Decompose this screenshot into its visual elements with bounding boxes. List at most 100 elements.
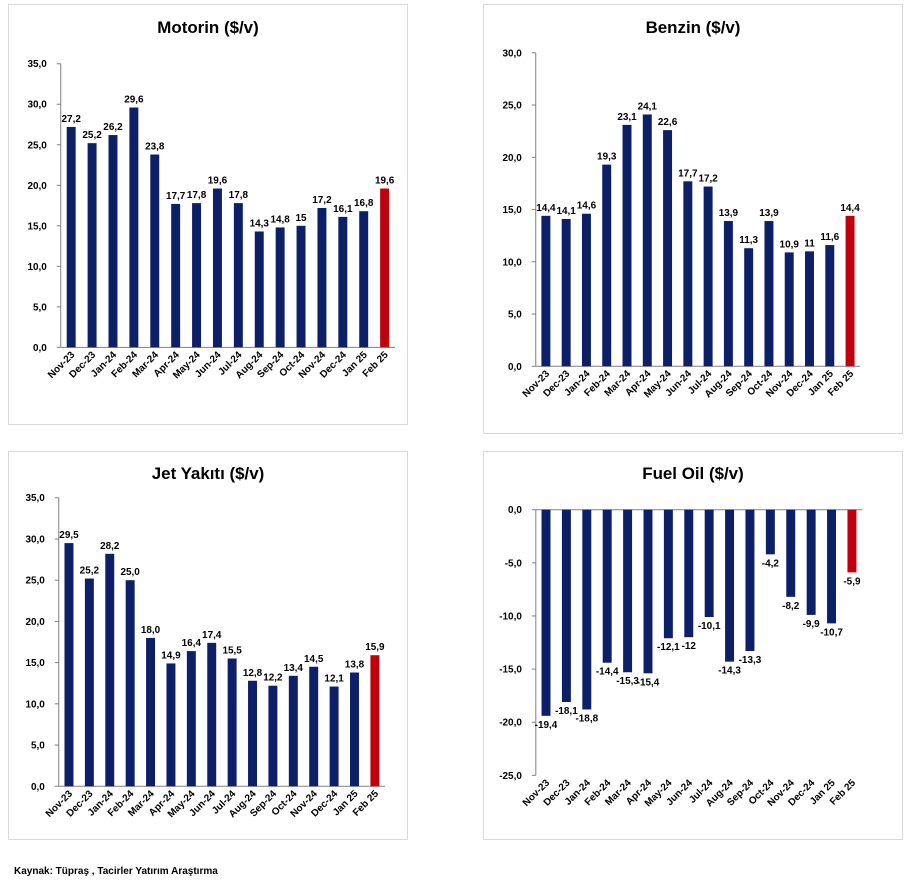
data-label: 29,5 bbox=[59, 530, 79, 541]
data-label: 19,3 bbox=[597, 152, 617, 163]
data-label: -12 bbox=[682, 641, 697, 652]
y-tick-label: 5,0 bbox=[31, 741, 45, 752]
data-label: 15,9 bbox=[365, 642, 385, 653]
data-label: 17,8 bbox=[229, 190, 249, 201]
bar bbox=[275, 227, 285, 348]
data-label: 29,6 bbox=[124, 95, 144, 106]
y-tick-label: 0,0 bbox=[508, 362, 522, 373]
bar bbox=[725, 509, 735, 662]
motorin-chart: Motorin ($/v) 0,0 5,0 10,0 15,0 20,0 25,0 30,0 3… bbox=[8, 4, 408, 425]
y-tick-label: -10,0 bbox=[499, 611, 522, 622]
y-tick-label: 5,0 bbox=[508, 310, 522, 321]
data-label: 14,1 bbox=[556, 206, 576, 217]
data-label: 23,1 bbox=[617, 112, 637, 123]
y-tick-label: 20,0 bbox=[27, 181, 47, 192]
data-label: -12,1 bbox=[657, 642, 680, 653]
bar bbox=[806, 509, 816, 615]
bar-highlight bbox=[847, 509, 857, 573]
data-label: 11 bbox=[804, 238, 815, 249]
bar-highlight bbox=[370, 655, 380, 787]
data-label: 17,2 bbox=[312, 195, 332, 206]
bar bbox=[765, 509, 775, 555]
data-label: 25,2 bbox=[80, 566, 100, 577]
bar bbox=[350, 672, 359, 787]
data-label: 17,7 bbox=[678, 168, 698, 179]
bar bbox=[317, 207, 327, 348]
data-label: 19,6 bbox=[208, 176, 228, 187]
bar-highlight bbox=[845, 215, 855, 367]
bar bbox=[602, 164, 612, 367]
data-label: 25,0 bbox=[120, 567, 140, 578]
data-label: 10,9 bbox=[780, 239, 800, 250]
data-label: 12,2 bbox=[263, 673, 283, 684]
data-label: 13,9 bbox=[759, 208, 779, 219]
data-label: 22,6 bbox=[658, 117, 678, 128]
bar bbox=[561, 218, 571, 367]
bar bbox=[108, 135, 118, 348]
data-label: 11,6 bbox=[820, 232, 839, 243]
data-label: -8,2 bbox=[782, 601, 800, 612]
data-label: -15,3 bbox=[616, 676, 639, 687]
data-label: 11,3 bbox=[739, 235, 758, 246]
bar bbox=[581, 213, 591, 367]
y-tick-label: 0,0 bbox=[508, 505, 522, 516]
data-label: 16,1 bbox=[333, 204, 353, 215]
y-tick-label: 5,0 bbox=[33, 302, 47, 313]
bar bbox=[212, 188, 222, 348]
data-label: 16,4 bbox=[182, 638, 202, 649]
bar bbox=[786, 509, 796, 597]
data-label: 15 bbox=[296, 213, 308, 224]
chart-svg: Fuel Oil ($/v) -25,0 -20,0 -15,0 -10,0 -5,0 0,… bbox=[499, 464, 863, 809]
data-label: -14,4 bbox=[596, 667, 619, 678]
bar bbox=[684, 509, 694, 638]
bar bbox=[663, 130, 673, 367]
data-label: 26,2 bbox=[103, 122, 123, 133]
data-label: 28,2 bbox=[100, 541, 120, 552]
bar bbox=[744, 248, 754, 367]
data-label: 13,9 bbox=[719, 208, 739, 219]
bar bbox=[207, 642, 217, 787]
fuel-oil-chart: Fuel Oil ($/v) -25,0 -20,0 -15,0 -10,0 -5,0 0,… bbox=[483, 451, 903, 840]
bar bbox=[192, 203, 202, 348]
bar bbox=[541, 509, 551, 716]
data-label: 12,8 bbox=[243, 668, 263, 679]
bar bbox=[87, 143, 97, 348]
bar bbox=[84, 578, 94, 787]
data-label: 14,3 bbox=[250, 218, 270, 229]
data-label: -5,9 bbox=[843, 576, 861, 587]
data-label: 17,2 bbox=[698, 174, 718, 185]
bar bbox=[602, 509, 612, 663]
bar bbox=[146, 637, 156, 787]
bar bbox=[663, 509, 673, 639]
y-tick-label: 30,0 bbox=[27, 100, 47, 111]
bar bbox=[329, 686, 339, 787]
data-label: -9,9 bbox=[803, 619, 821, 630]
chart-svg: Jet Yakıtı ($/v) 0,0 5,0 10,0 15,0 20,0 25,0 30… bbox=[25, 464, 386, 820]
chart-svg: Motorin ($/v) 0,0 5,0 10,0 15,0 20,0 25,0 30,0 3… bbox=[27, 18, 396, 381]
data-label: -18,1 bbox=[555, 706, 578, 717]
y-tick-label: 15,0 bbox=[25, 658, 45, 669]
chart-svg: Benzin ($/v) 0,0 5,0 10,0 15,0 20,0 25,0 30,0 14… bbox=[502, 18, 860, 400]
data-label: -15,4 bbox=[637, 677, 660, 688]
bar bbox=[268, 685, 278, 787]
data-label: 19,6 bbox=[375, 176, 395, 187]
data-label: 15,5 bbox=[222, 646, 242, 657]
y-tick-label: 25,0 bbox=[502, 101, 522, 112]
y-tick-label: -15,0 bbox=[499, 665, 522, 676]
y-tick-label: 0,0 bbox=[33, 343, 47, 354]
data-label: 16,8 bbox=[354, 198, 374, 209]
chart-title: Jet Yakıtı ($/v) bbox=[152, 464, 264, 483]
bar bbox=[359, 211, 369, 348]
y-tick-label: 15,0 bbox=[502, 205, 522, 216]
bar bbox=[129, 107, 139, 348]
data-label: 14,8 bbox=[270, 214, 290, 225]
data-label: 13,4 bbox=[284, 663, 304, 674]
bar bbox=[66, 126, 76, 348]
data-label: 17,8 bbox=[187, 190, 207, 201]
data-label: 27,2 bbox=[62, 114, 82, 125]
bar bbox=[642, 114, 652, 367]
data-label: 17,4 bbox=[202, 630, 222, 641]
data-label: 14,4 bbox=[840, 203, 860, 214]
bar bbox=[703, 186, 713, 367]
data-label: 18,0 bbox=[141, 625, 161, 636]
